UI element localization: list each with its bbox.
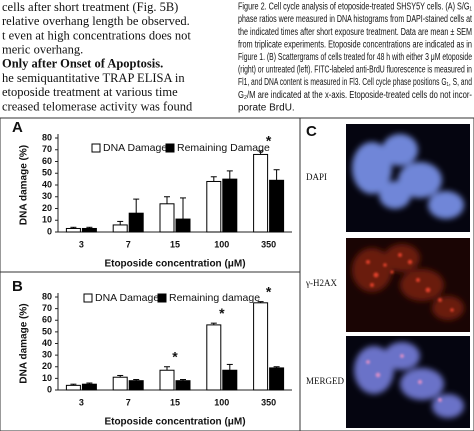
panel-letter: A [12, 119, 23, 136]
y-tick-label: 40 [42, 179, 52, 189]
legend-label: Remaining Damage [177, 142, 270, 154]
x-tick-label: 350 [261, 397, 276, 407]
y-tick-label: 70 [42, 303, 52, 313]
legend-swatch [83, 293, 93, 303]
caption-line: Figure 1. (B) Scattergrams of cells trea… [238, 52, 472, 63]
x-tick-label: 7 [126, 397, 131, 407]
micrograph-dapi [346, 124, 470, 232]
y-tick-label: 60 [42, 156, 52, 166]
bar [159, 203, 175, 233]
bar [253, 302, 269, 391]
micrograph-label: MERGED [306, 376, 345, 386]
x-tick-label: 15 [170, 239, 180, 249]
y-tick-label: 60 [42, 315, 52, 325]
bar [128, 212, 144, 233]
legend-label: Remaining damage [169, 292, 260, 304]
body-text-line: meric overhang. [2, 42, 83, 56]
caption-line: Figure 2. Cell cycle analysis of etoposi… [238, 2, 472, 13]
y-tick-label: 0 [47, 226, 52, 236]
significance-marker: * [266, 133, 272, 149]
y-tick-label: 70 [42, 144, 52, 154]
bar [81, 227, 97, 233]
caption-line: the indicated times after short exposure… [238, 27, 472, 38]
micrograph-merged [346, 336, 470, 428]
bar [222, 178, 238, 233]
y-axis-label: DNA damage (%) [19, 145, 30, 225]
bar [253, 153, 269, 233]
bar [175, 380, 191, 391]
y-tick-label: 20 [42, 203, 52, 213]
x-tick-label: 100 [214, 239, 229, 249]
x-tick-label: 3 [79, 239, 84, 249]
bar [128, 380, 144, 391]
caption-line: phase ratios were measured in DNA histog… [238, 14, 472, 25]
bar [159, 369, 175, 391]
significance-marker: * [172, 348, 178, 364]
body-text-line: t even at high concentrations does not [2, 28, 191, 42]
panel-letter: B [12, 278, 23, 295]
bar [175, 218, 191, 233]
micrograph-label: DAPI [306, 172, 327, 182]
bar [112, 376, 128, 391]
y-tick-label: 20 [42, 361, 52, 371]
y-tick-label: 80 [42, 291, 52, 301]
bar [206, 180, 222, 233]
section-heading: Only after Onset of Apoptosis. [2, 57, 163, 71]
bar [112, 224, 128, 233]
body-text-line: creased telomerase activity was found [2, 99, 193, 113]
y-tick-label: 50 [42, 326, 52, 336]
y-axis-label: DNA damage (%) [19, 303, 30, 383]
y-tick-label: 40 [42, 338, 52, 348]
x-axis-label: Etoposide concentration (μM) [104, 417, 245, 428]
caption-line: from triplicate experiments. Etoposide c… [238, 39, 472, 50]
caption-line: G₂/M are indicated at the x-axis. Etopos… [238, 90, 472, 101]
bar [65, 227, 81, 233]
y-tick-label: 10 [42, 373, 52, 383]
micrograph-label: γ-H2AX [305, 278, 337, 288]
legend-swatch [165, 143, 175, 153]
y-tick-label: 0 [47, 384, 52, 394]
y-tick-label: 10 [42, 215, 52, 225]
bar [206, 324, 222, 391]
legend-swatch [157, 293, 167, 303]
y-tick-label: 30 [42, 191, 52, 201]
bar [269, 179, 285, 233]
bar [65, 384, 81, 391]
x-tick-label: 350 [261, 239, 276, 249]
significance-marker: * [266, 283, 272, 299]
legend-label: DNA Damage [103, 142, 167, 154]
bar [222, 369, 238, 391]
y-tick-label: 30 [42, 350, 52, 360]
x-tick-label: 100 [214, 397, 229, 407]
bar [269, 367, 285, 391]
legend-swatch [91, 143, 101, 153]
legend-label: DNA Damage [95, 292, 159, 304]
x-tick-label: 3 [79, 397, 84, 407]
x-tick-label: 15 [170, 397, 180, 407]
body-text-line: cells after short treatment (Fig. 5B) [2, 0, 178, 14]
caption-line: (right) or untreated (left). FITC-labele… [238, 65, 472, 76]
x-tick-label: 7 [126, 239, 131, 249]
caption-line: porate BrdU. [238, 102, 295, 113]
panel-letter: C [306, 123, 317, 140]
significance-marker: * [219, 305, 225, 321]
y-tick-label: 50 [42, 168, 52, 178]
bar [81, 383, 97, 391]
x-axis-label: Etoposide concentration (μM) [104, 259, 245, 270]
body-text-line: relative overhang length be observed. [2, 14, 190, 28]
body-text-line: he semiquantitative TRAP ELISA in [2, 71, 185, 85]
caption-line: Fl1, and DNA content is measured in Fl3.… [238, 77, 472, 88]
micrograph-h2ax [346, 238, 470, 332]
y-tick-label: 80 [42, 132, 52, 142]
body-text-line: etoposide treatment at various time [2, 85, 178, 99]
